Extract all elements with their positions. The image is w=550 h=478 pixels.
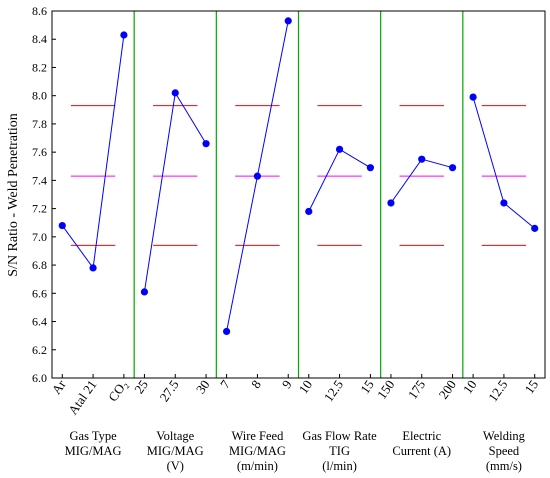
y-tick-label: 6.4 — [32, 315, 47, 329]
x-tick-label: 8 — [248, 377, 264, 391]
factor-label-line: Current (A) — [392, 444, 451, 458]
x-tick-label: 12.5 — [321, 377, 346, 404]
factor-label-line: MIG/MAG — [65, 444, 122, 458]
y-tick-label: 7.0 — [32, 230, 47, 244]
y-axis-label: S/N Ratio - Weld Penetration — [6, 113, 21, 276]
data-point — [120, 31, 128, 39]
x-tick-label: 12.5 — [485, 377, 510, 404]
data-point — [202, 140, 210, 148]
data-point — [448, 164, 457, 172]
factor-label-line: Gas Type — [70, 429, 118, 443]
y-tick-label: 7.2 — [32, 202, 47, 216]
y-tick-label: 7.6 — [32, 145, 47, 159]
reference-lines — [70, 105, 527, 246]
x-tick-label: 25 — [131, 377, 151, 396]
x-tick-label: 9 — [279, 377, 295, 391]
data-point — [58, 221, 66, 230]
data-point — [531, 224, 539, 232]
factor-label-line: (mm/s) — [486, 459, 522, 473]
y-tick-label: 8.4 — [32, 32, 47, 46]
x-tick-label: 10 — [295, 377, 315, 396]
series-line-2 — [143, 91, 207, 292]
factor-label-line: Wire Feed — [231, 429, 284, 443]
plot-frame — [51, 10, 546, 379]
series-line-4 — [308, 148, 371, 212]
y-tick-label: 6.2 — [32, 343, 47, 357]
data-point — [253, 172, 262, 180]
factor-label-line: Speed — [489, 444, 520, 458]
data-point — [366, 164, 374, 172]
y-tick-label: 6.8 — [32, 258, 47, 272]
data-point — [469, 93, 477, 101]
factor-label-line: (m/min) — [237, 459, 278, 473]
x-tick-label: 7 — [217, 377, 233, 391]
x-tick-label: 30 — [193, 377, 213, 396]
factor-label-line: (V) — [167, 459, 184, 473]
factor-label-line: Welding — [483, 429, 526, 443]
data-point — [223, 327, 231, 336]
data-point — [500, 199, 508, 207]
panel-dividers — [133, 11, 464, 378]
factor-label-line: MIG/MAG — [147, 444, 204, 458]
x-tick-label: 10 — [460, 377, 480, 396]
data-point — [140, 288, 149, 296]
data-point — [171, 89, 179, 97]
factor-label-line: Gas Flow Rate — [302, 429, 377, 443]
data-point — [284, 17, 292, 25]
factor-label-line: Electric — [402, 429, 441, 443]
y-axis: 6.0 6.2 6.4 6.6 6.8 7.0 7.2 7.4 7.6 7.8 8.0 8.2 8.4 8… — [32, 4, 56, 385]
x-tick-label: 200 — [436, 377, 459, 402]
y-tick-label: 8.6 — [32, 4, 47, 18]
factor-label-line: TIG — [329, 444, 350, 458]
x-tick-label: CO₂ — [105, 377, 130, 404]
x-tick-label: Ar — [49, 377, 70, 397]
data-point — [89, 264, 97, 272]
data-point — [335, 145, 344, 153]
factor-label-line: (l/min) — [322, 459, 357, 473]
series-line-6 — [472, 96, 536, 229]
x-tick-label: 27.5 — [156, 377, 181, 404]
series-line-5 — [390, 158, 453, 204]
y-tick-label: 8.2 — [32, 60, 47, 74]
y-tick-label: 6.0 — [32, 371, 47, 385]
data-point — [387, 199, 395, 207]
x-tick-label: Atal 21 — [65, 377, 99, 417]
y-tick-label: 7.4 — [32, 173, 47, 187]
y-tick-label: 7.8 — [32, 117, 47, 131]
x-tick-label: 150 — [374, 377, 397, 402]
x-tick-label: 15 — [521, 377, 541, 396]
series-line-1 — [61, 34, 125, 270]
data-points — [58, 17, 539, 336]
factor-label-line: MIG/MAG — [229, 444, 286, 458]
y-tick-label: 6.6 — [32, 286, 47, 300]
x-tick-label: 175 — [405, 377, 428, 402]
data-point — [305, 207, 313, 216]
data-point — [418, 155, 426, 163]
y-tick-label: 8.0 — [32, 89, 47, 103]
factor-label-line: Voltage — [156, 429, 194, 443]
